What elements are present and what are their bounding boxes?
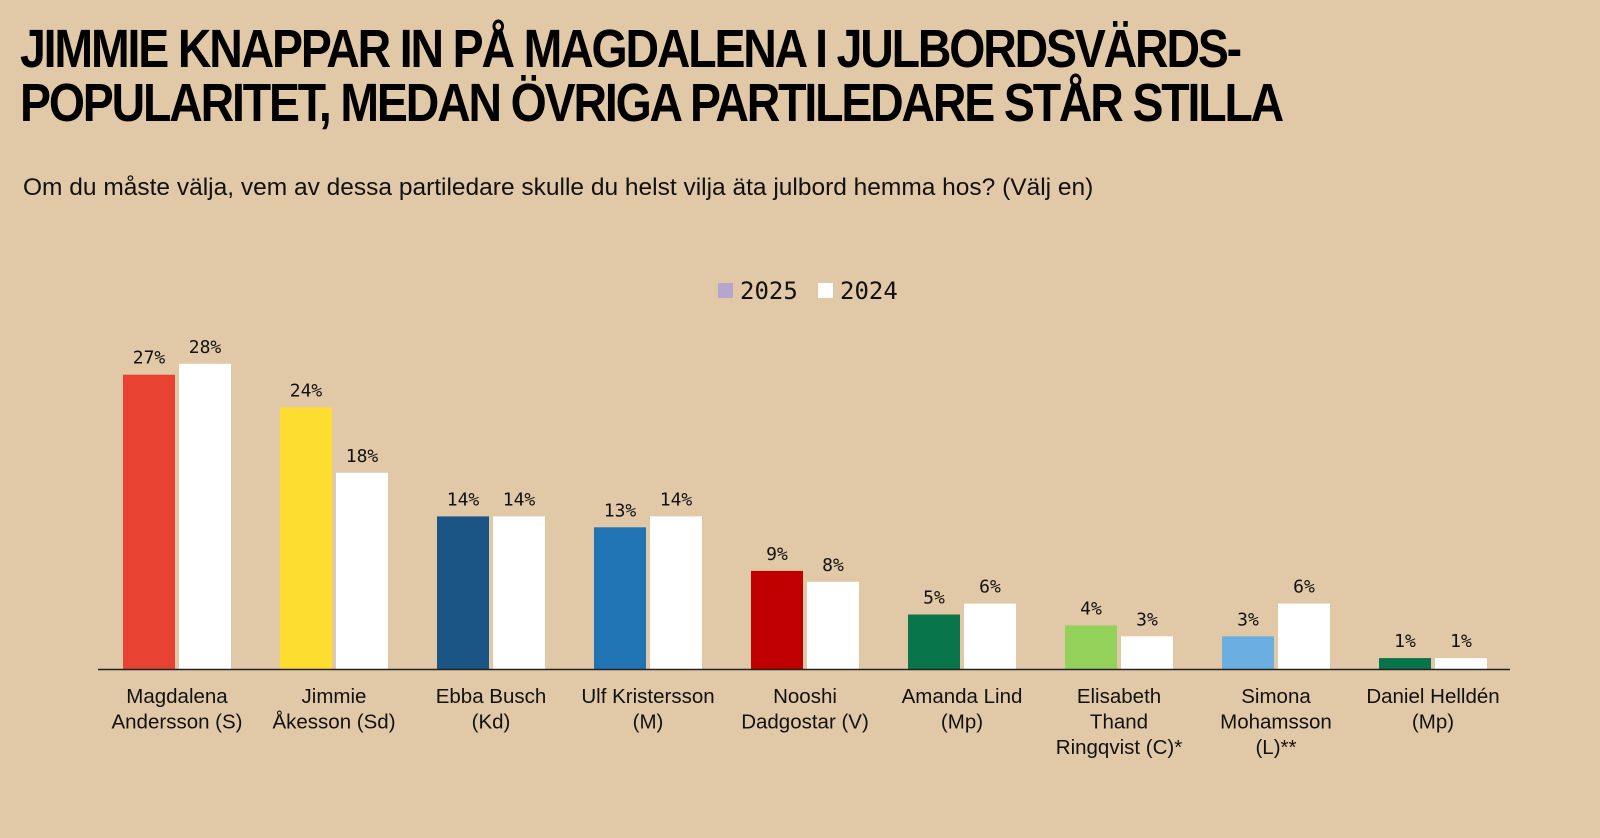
- category-label-0-1: Andersson (S): [111, 711, 242, 734]
- legend-label-2025: 2025: [740, 277, 798, 305]
- category-label-7-1: Mohamsson: [1220, 711, 1332, 734]
- category-label-8-1: (Mp): [1412, 711, 1454, 734]
- chart-subtitle: Om du måste välja, vem av dessa partiled…: [23, 174, 1094, 201]
- bar-2025-8: [1379, 658, 1431, 669]
- bar-2025-4: [751, 570, 803, 669]
- bar-2025-6: [1065, 625, 1117, 669]
- legend-swatch-2025: [718, 283, 733, 298]
- data-label-2025-7: 3%: [1237, 609, 1259, 630]
- category-label-2-0: Ebba Busch: [436, 685, 547, 708]
- bar-2024-7: [1278, 603, 1330, 669]
- category-label-2-1: (Kd): [472, 711, 511, 734]
- category-label-6-0: Elisabeth: [1077, 685, 1161, 708]
- category-label-7-0: Simona: [1241, 685, 1311, 708]
- legend-label-2024: 2024: [840, 277, 898, 305]
- category-label-5-0: Amanda Lind: [902, 685, 1023, 708]
- category-label-6-1: Thand: [1090, 711, 1148, 734]
- chart-title: JIMMIE KNAPPAR IN PÅ MAGDALENA I JULBORD…: [20, 19, 1284, 133]
- data-label-2024-8: 1%: [1450, 631, 1472, 652]
- data-label-2024-7: 6%: [1293, 577, 1315, 598]
- data-label-2024-0: 28%: [189, 337, 222, 358]
- bar-2024-4: [807, 581, 859, 669]
- category-label-0-0: Magdalena: [126, 685, 228, 708]
- bar-2025-7: [1222, 636, 1274, 669]
- title-line-1: JIMMIE KNAPPAR IN PÅ MAGDALENA I JULBORD…: [20, 19, 1242, 79]
- bar-2024-2: [493, 516, 545, 669]
- data-label-2024-5: 6%: [979, 577, 1001, 598]
- category-label-3-0: Ulf Kristersson: [581, 685, 714, 708]
- bar-2024-3: [650, 516, 702, 669]
- data-label-2025-5: 5%: [923, 588, 945, 609]
- category-label-3-1: (M): [633, 711, 664, 734]
- category-label-4-1: Dadgostar (V): [741, 711, 869, 734]
- category-label-8-0: Daniel Helldén: [1366, 685, 1499, 708]
- category-label-1-1: Åkesson (Sd): [272, 711, 395, 734]
- data-label-2025-2: 14%: [447, 489, 480, 510]
- data-label-2025-6: 4%: [1080, 598, 1102, 619]
- bar-2024-5: [964, 603, 1016, 669]
- category-label-7-2: (L)**: [1255, 736, 1296, 759]
- bar-2024-1: [336, 472, 388, 669]
- bar-2025-3: [594, 527, 646, 669]
- data-label-2024-1: 18%: [346, 446, 379, 467]
- data-label-2025-3: 13%: [604, 500, 637, 521]
- legend-swatch-2024: [818, 283, 833, 298]
- bar-2024-6: [1121, 636, 1173, 669]
- data-label-2025-0: 27%: [133, 348, 166, 369]
- data-label-2024-6: 3%: [1136, 609, 1158, 630]
- bar-2025-2: [437, 516, 489, 669]
- bar-2024-0: [179, 363, 231, 669]
- title-line-2: POPULARITET, MEDAN ÖVRIGA PARTILEDARE ST…: [20, 73, 1284, 133]
- category-label-1-0: Jimmie: [302, 685, 367, 708]
- data-label-2025-8: 1%: [1394, 631, 1416, 652]
- category-label-4-0: Nooshi: [773, 685, 837, 708]
- data-label-2024-4: 8%: [822, 555, 844, 576]
- bar-2025-1: [280, 407, 332, 669]
- bar-2024-8: [1435, 658, 1487, 669]
- data-label-2025-4: 9%: [766, 544, 788, 565]
- data-label-2025-1: 24%: [290, 380, 323, 401]
- category-label-5-1: (Mp): [941, 711, 983, 734]
- data-label-2024-3: 14%: [660, 489, 693, 510]
- bar-2025-5: [908, 614, 960, 669]
- category-label-6-2: Ringqvist (C)*: [1056, 736, 1182, 759]
- data-label-2024-2: 14%: [503, 489, 536, 510]
- bar-2025-0: [123, 374, 175, 669]
